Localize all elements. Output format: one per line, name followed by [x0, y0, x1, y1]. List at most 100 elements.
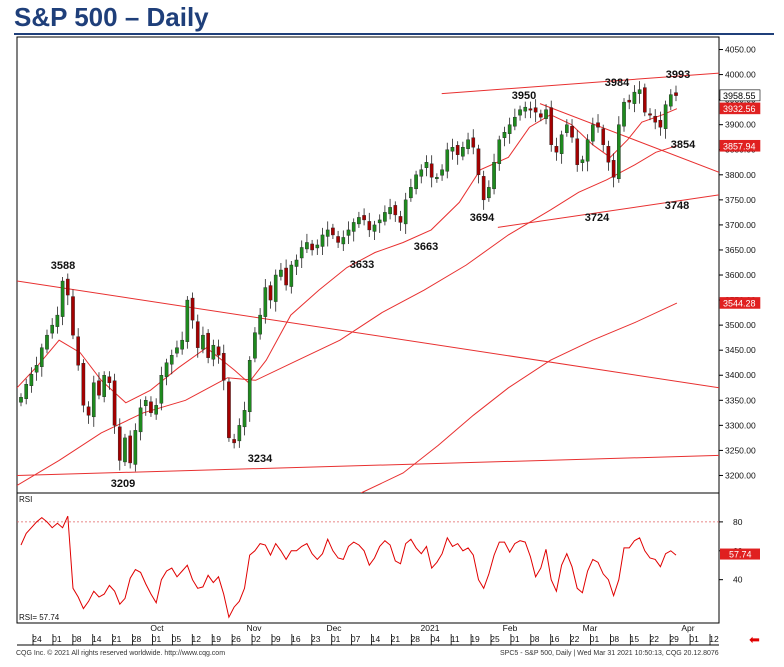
- red-left-arrow-icon[interactable]: ⬅: [749, 632, 760, 647]
- candle: [518, 109, 522, 116]
- candle: [237, 425, 242, 442]
- candle: [102, 375, 106, 397]
- candle: [175, 347, 179, 354]
- candle: [580, 159, 585, 163]
- date-axis: 24 01 08 14 21 28 01 05 12 19 26 02 09 16 23 01 07 14 21 28…: [32, 623, 719, 645]
- candle: [34, 365, 39, 373]
- candle: [341, 237, 346, 245]
- date-tick-label: 23: [311, 634, 321, 644]
- candle: [622, 101, 626, 127]
- date-tick-label: 28: [411, 634, 421, 644]
- month-label: Nov: [246, 623, 262, 633]
- candle: [91, 382, 96, 418]
- candle: [455, 145, 460, 155]
- candle: [143, 400, 148, 407]
- candle: [481, 176, 486, 201]
- candle: [471, 137, 476, 148]
- candle: [169, 354, 174, 365]
- candle: [164, 362, 169, 377]
- price-tick-label: 4050.00: [725, 45, 756, 55]
- date-tick-label: 08: [530, 634, 540, 644]
- candle: [97, 380, 101, 396]
- rsi-label: RSI: [19, 495, 32, 504]
- candle: [86, 406, 91, 416]
- candle: [346, 229, 351, 236]
- date-tick-label: 14: [92, 634, 102, 644]
- rsi-readout: RSI= 57.74: [19, 613, 60, 622]
- moving-average-ma-long: [360, 302, 678, 493]
- price-tick-label: 3700.00: [725, 220, 756, 230]
- candle: [663, 104, 668, 129]
- candle: [424, 162, 429, 168]
- price-tick-label: 3300.00: [725, 420, 756, 430]
- date-tick-label: 01: [52, 634, 62, 644]
- date-tick-label: 01: [331, 634, 341, 644]
- candle: [476, 148, 481, 176]
- rsi-line: [20, 515, 677, 619]
- candle: [565, 124, 569, 133]
- annotation-label-3694: 3694: [470, 212, 495, 224]
- candle: [279, 269, 283, 277]
- price-tick-label: 3350.00: [725, 395, 756, 405]
- trendline-channel-top: [441, 72, 719, 95]
- candle: [19, 397, 23, 403]
- month-label: Feb: [503, 623, 518, 633]
- candle: [305, 242, 309, 250]
- candle: [159, 375, 164, 404]
- candle: [450, 147, 455, 152]
- date-tick-label: 22: [570, 634, 580, 644]
- candle: [76, 336, 80, 366]
- price-marker-ma-long: [719, 297, 761, 309]
- date-tick-label: 02: [251, 634, 261, 644]
- candle: [435, 177, 439, 180]
- candle: [570, 125, 574, 138]
- date-tick-label: 15: [630, 634, 640, 644]
- rsi-tick-label: 40: [733, 575, 743, 585]
- price-tick-label: 3500.00: [725, 320, 756, 330]
- candle: [227, 381, 231, 439]
- date-tick-label: 14: [371, 634, 381, 644]
- candle: [388, 207, 392, 215]
- candle: [107, 376, 112, 383]
- candle: [154, 405, 158, 415]
- candle: [513, 116, 517, 127]
- candle: [492, 162, 496, 190]
- candle: [24, 384, 29, 399]
- date-tick-label: 08: [72, 634, 82, 644]
- price-marker-label: 3857.94: [723, 141, 756, 151]
- annotation-label-3993: 3993: [666, 69, 690, 81]
- date-tick-label: 21: [391, 634, 401, 644]
- candle: [195, 321, 200, 348]
- month-label: Mar: [583, 623, 598, 633]
- candle: [362, 215, 366, 221]
- candle: [533, 107, 538, 113]
- candle: [258, 314, 262, 335]
- candle: [325, 229, 330, 237]
- candle: [637, 89, 642, 94]
- candle: [627, 99, 632, 103]
- annotation-label-3633: 3633: [350, 259, 374, 271]
- trendline-downtrend-sep: [17, 280, 719, 389]
- candle: [653, 115, 658, 123]
- price-tick-label: 3800.00: [725, 170, 756, 180]
- candle: [539, 113, 543, 118]
- candle: [367, 221, 372, 231]
- candle: [211, 344, 216, 360]
- candle: [383, 212, 387, 222]
- date-tick-label: 08: [610, 634, 620, 644]
- candle: [528, 108, 533, 111]
- candle: [575, 138, 580, 165]
- date-tick-label: 04: [431, 634, 441, 644]
- annotation-label-3234: 3234: [248, 453, 273, 465]
- date-tick-label: 01: [590, 634, 600, 644]
- candle: [617, 124, 621, 180]
- price-tick-label: 3200.00: [725, 470, 756, 480]
- candle: [429, 163, 434, 178]
- candle: [190, 297, 195, 321]
- price-tick-label: 4000.00: [725, 70, 756, 80]
- candle: [372, 224, 377, 232]
- footer-copyright: CQG Inc. © 2021 All rights reserved worl…: [16, 650, 226, 657]
- candle: [440, 169, 444, 176]
- month-label: Oct: [150, 623, 164, 633]
